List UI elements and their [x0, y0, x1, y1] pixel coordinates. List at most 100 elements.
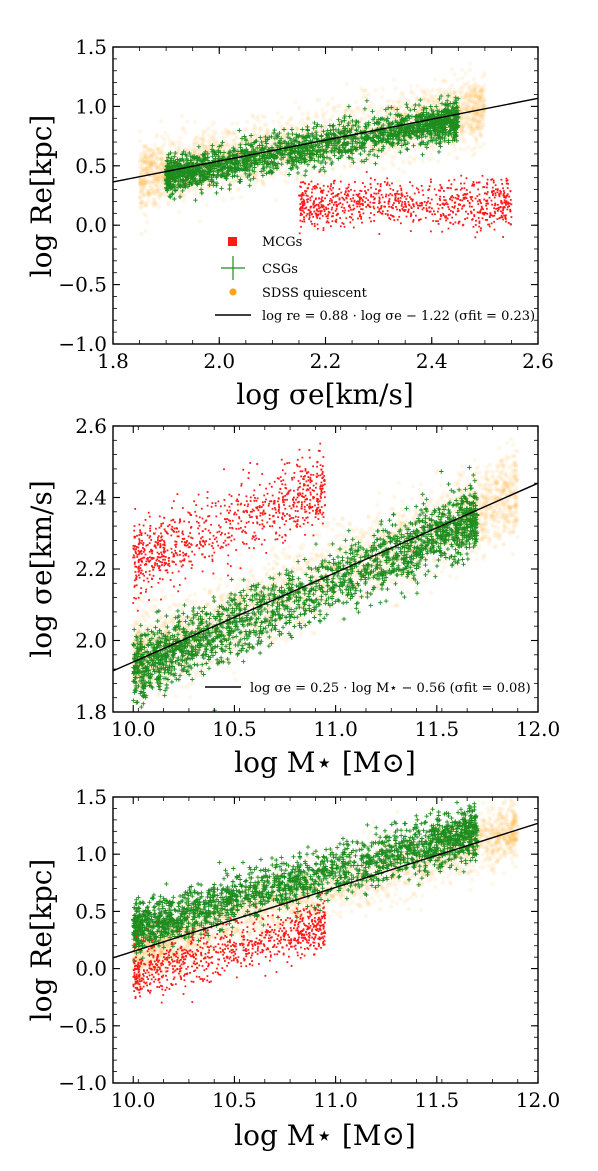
sdss-point [474, 82, 479, 88]
sdss-point [143, 160, 148, 165]
mcg-point [327, 185, 329, 188]
sdss-point [471, 76, 476, 82]
sdss-point [321, 121, 327, 126]
sdss-point [469, 89, 474, 94]
sdss-point [430, 100, 436, 105]
mcg-point [305, 214, 308, 217]
sdss-point [447, 86, 453, 91]
sdss-point [143, 228, 148, 234]
mcg-point [380, 193, 383, 196]
sdss-point [323, 172, 328, 177]
sdss-point [293, 100, 298, 105]
sdss-point [330, 96, 335, 101]
sdss-point [380, 87, 386, 92]
sdss-point [478, 145, 483, 150]
mcg-point [356, 205, 359, 208]
sdss-point [391, 163, 396, 168]
sdss-point [352, 109, 357, 114]
sdss-point [358, 116, 364, 122]
sdss-point [268, 173, 273, 179]
sdss-point [449, 66, 455, 72]
sdss-point [151, 188, 156, 193]
sdss-point [363, 88, 368, 93]
mcg-point [308, 218, 310, 221]
sdss-point [259, 177, 264, 183]
sdss-point [321, 113, 326, 118]
sdss-point [391, 77, 397, 82]
sdss-point [277, 169, 282, 174]
mcg-point [478, 222, 481, 224]
sdss-point [344, 81, 349, 87]
sdss-point [255, 170, 260, 176]
sdss-point [458, 85, 464, 90]
sdss-point [150, 187, 156, 192]
sdss-point [470, 147, 475, 152]
mcg-point [318, 197, 321, 200]
sdss-point [470, 106, 476, 112]
sdss-point [182, 194, 187, 199]
mcg-point [404, 195, 406, 198]
mcg-point [316, 183, 319, 186]
panel-1-mcg-points [298, 170, 513, 239]
mcg-point [451, 199, 454, 202]
mcg-point [332, 196, 335, 199]
mcg-point [502, 209, 504, 212]
sdss-point [331, 108, 336, 113]
sdss-point [177, 136, 183, 141]
sdss-point [315, 114, 320, 119]
panel-1: 1.8 2.0 2.2 2.4 2.6−1.0−0.50.00.51.01.5 MCGs… [25, 35, 554, 411]
mcg-point [409, 196, 411, 199]
sdss-point [387, 98, 392, 103]
sdss-point [156, 204, 161, 209]
sdss-point [221, 197, 226, 202]
sdss-point [398, 146, 404, 151]
sdss-point [429, 94, 434, 99]
sdss-point [224, 133, 230, 139]
mcg-point [313, 222, 316, 225]
sdss-point [394, 150, 399, 155]
mcg-point [331, 206, 334, 209]
sdss-point [145, 167, 150, 173]
sdss-point [481, 103, 486, 109]
sdss-point [459, 76, 465, 81]
sdss-point [157, 195, 163, 200]
sdss-point [143, 178, 148, 183]
sdss-point [416, 101, 421, 107]
mcg-point [332, 192, 334, 195]
sdss-point [206, 125, 211, 131]
sdss-point [271, 119, 276, 125]
sdss-point [138, 201, 143, 206]
sdss-point [197, 218, 202, 224]
sdss-point [479, 88, 484, 93]
sdss-point [446, 152, 452, 157]
mcg-point [437, 210, 439, 213]
mcg-point [343, 225, 346, 228]
sdss-point [428, 152, 433, 157]
sdss-point [230, 121, 235, 126]
mcg-point [327, 213, 330, 216]
mcg-point [451, 216, 454, 219]
sdss-point [390, 115, 395, 120]
sdss-point [211, 135, 216, 141]
sdss-point [467, 67, 473, 73]
sdss-point [193, 148, 198, 153]
mcg-point [488, 196, 491, 199]
sdss-point [138, 139, 143, 144]
sdss-point [374, 109, 379, 115]
sdss-point [338, 103, 343, 109]
sdss-point [452, 72, 457, 77]
sdss-point [362, 116, 368, 121]
sdss-point [288, 117, 293, 122]
sdss-point [392, 106, 398, 112]
sdss-point [348, 163, 353, 168]
sdss-point [140, 161, 145, 166]
sdss-point [143, 213, 149, 218]
sdss-point [239, 129, 244, 134]
sdss-point [290, 126, 295, 131]
sdss-point [361, 107, 367, 113]
sdss-point [220, 130, 225, 135]
sdss-point [408, 154, 413, 160]
mcg-point [304, 182, 307, 185]
mcg-point [439, 199, 441, 201]
sdss-point [227, 179, 233, 185]
